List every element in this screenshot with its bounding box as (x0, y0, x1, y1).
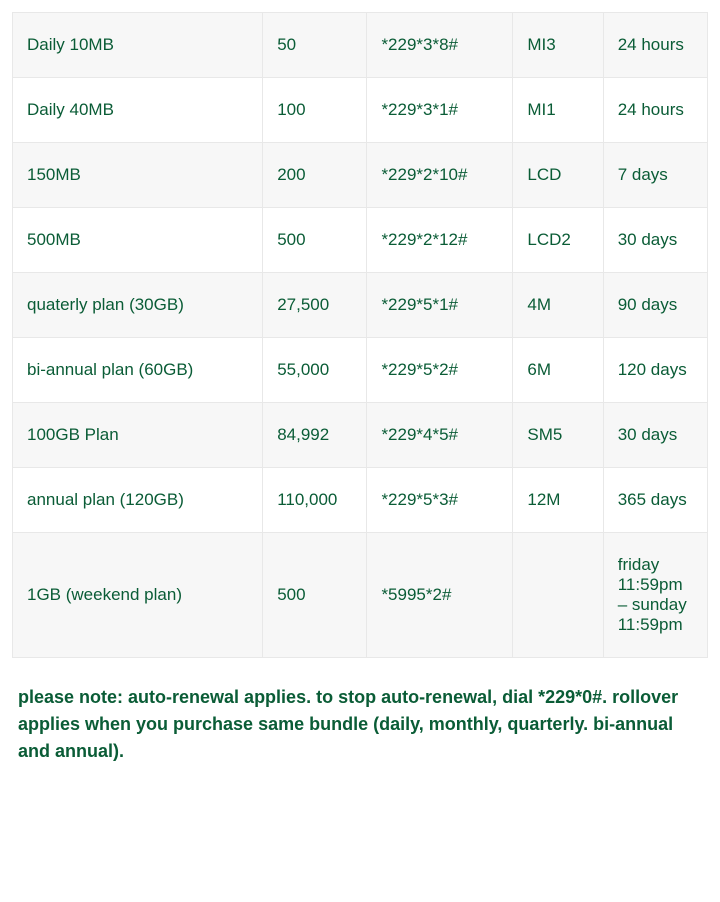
cell-plan: Daily 10MB (13, 13, 263, 78)
cell-sms: LCD (513, 143, 603, 208)
cell-validity: 30 days (603, 208, 707, 273)
cell-validity: 7 days (603, 143, 707, 208)
table-body: Daily 10MB50*229*3*8#MI324 hoursDaily 40… (13, 13, 708, 658)
cell-ussd: *5995*2# (367, 533, 513, 658)
table-row: 100GB Plan84,992*229*4*5#SM530 days (13, 403, 708, 468)
table-row: bi-annual plan (60GB)55,000*229*5*2#6M12… (13, 338, 708, 403)
cell-price: 55,000 (263, 338, 367, 403)
cell-validity: 30 days (603, 403, 707, 468)
cell-plan: Daily 40MB (13, 78, 263, 143)
cell-price: 110,000 (263, 468, 367, 533)
data-plans-container: Daily 10MB50*229*3*8#MI324 hoursDaily 40… (12, 12, 708, 775)
cell-sms: MI1 (513, 78, 603, 143)
cell-validity: 90 days (603, 273, 707, 338)
cell-sms: SM5 (513, 403, 603, 468)
cell-price: 100 (263, 78, 367, 143)
cell-sms: 12M (513, 468, 603, 533)
table-row: annual plan (120GB)110,000*229*5*3#12M36… (13, 468, 708, 533)
cell-ussd: *229*5*3# (367, 468, 513, 533)
cell-plan: bi-annual plan (60GB) (13, 338, 263, 403)
cell-price: 200 (263, 143, 367, 208)
cell-plan: annual plan (120GB) (13, 468, 263, 533)
cell-price: 84,992 (263, 403, 367, 468)
auto-renewal-note: please note: auto-renewal applies. to st… (12, 658, 708, 775)
cell-validity: 24 hours (603, 78, 707, 143)
table-row: 1GB (weekend plan)500*5995*2# friday 11:5… (13, 533, 708, 658)
table-row: quaterly plan (30GB)27,500*229*5*1#4M90 … (13, 273, 708, 338)
table-row: Daily 10MB50*229*3*8#MI324 hours (13, 13, 708, 78)
cell-plan: 500MB (13, 208, 263, 273)
data-plans-table: Daily 10MB50*229*3*8#MI324 hoursDaily 40… (12, 12, 708, 658)
cell-validity: friday 11:59pm – sunday 11:59pm (603, 533, 707, 658)
cell-sms (513, 533, 603, 658)
cell-ussd: *229*3*8# (367, 13, 513, 78)
cell-sms: MI3 (513, 13, 603, 78)
cell-price: 50 (263, 13, 367, 78)
cell-sms: 4M (513, 273, 603, 338)
cell-price: 27,500 (263, 273, 367, 338)
table-row: Daily 40MB100*229*3*1#MI124 hours (13, 78, 708, 143)
cell-plan: 150MB (13, 143, 263, 208)
table-row: 500MB500*229*2*12#LCD230 days (13, 208, 708, 273)
cell-validity: 120 days (603, 338, 707, 403)
cell-ussd: *229*5*2# (367, 338, 513, 403)
cell-sms: 6M (513, 338, 603, 403)
cell-plan: 1GB (weekend plan) (13, 533, 263, 658)
cell-validity: 24 hours (603, 13, 707, 78)
table-row: 150MB200*229*2*10#LCD7 days (13, 143, 708, 208)
cell-ussd: *229*2*10# (367, 143, 513, 208)
cell-price: 500 (263, 208, 367, 273)
cell-sms: LCD2 (513, 208, 603, 273)
cell-plan: 100GB Plan (13, 403, 263, 468)
cell-ussd: *229*4*5# (367, 403, 513, 468)
cell-plan: quaterly plan (30GB) (13, 273, 263, 338)
cell-price: 500 (263, 533, 367, 658)
cell-ussd: *229*2*12# (367, 208, 513, 273)
cell-ussd: *229*3*1# (367, 78, 513, 143)
cell-validity: 365 days (603, 468, 707, 533)
cell-ussd: *229*5*1# (367, 273, 513, 338)
